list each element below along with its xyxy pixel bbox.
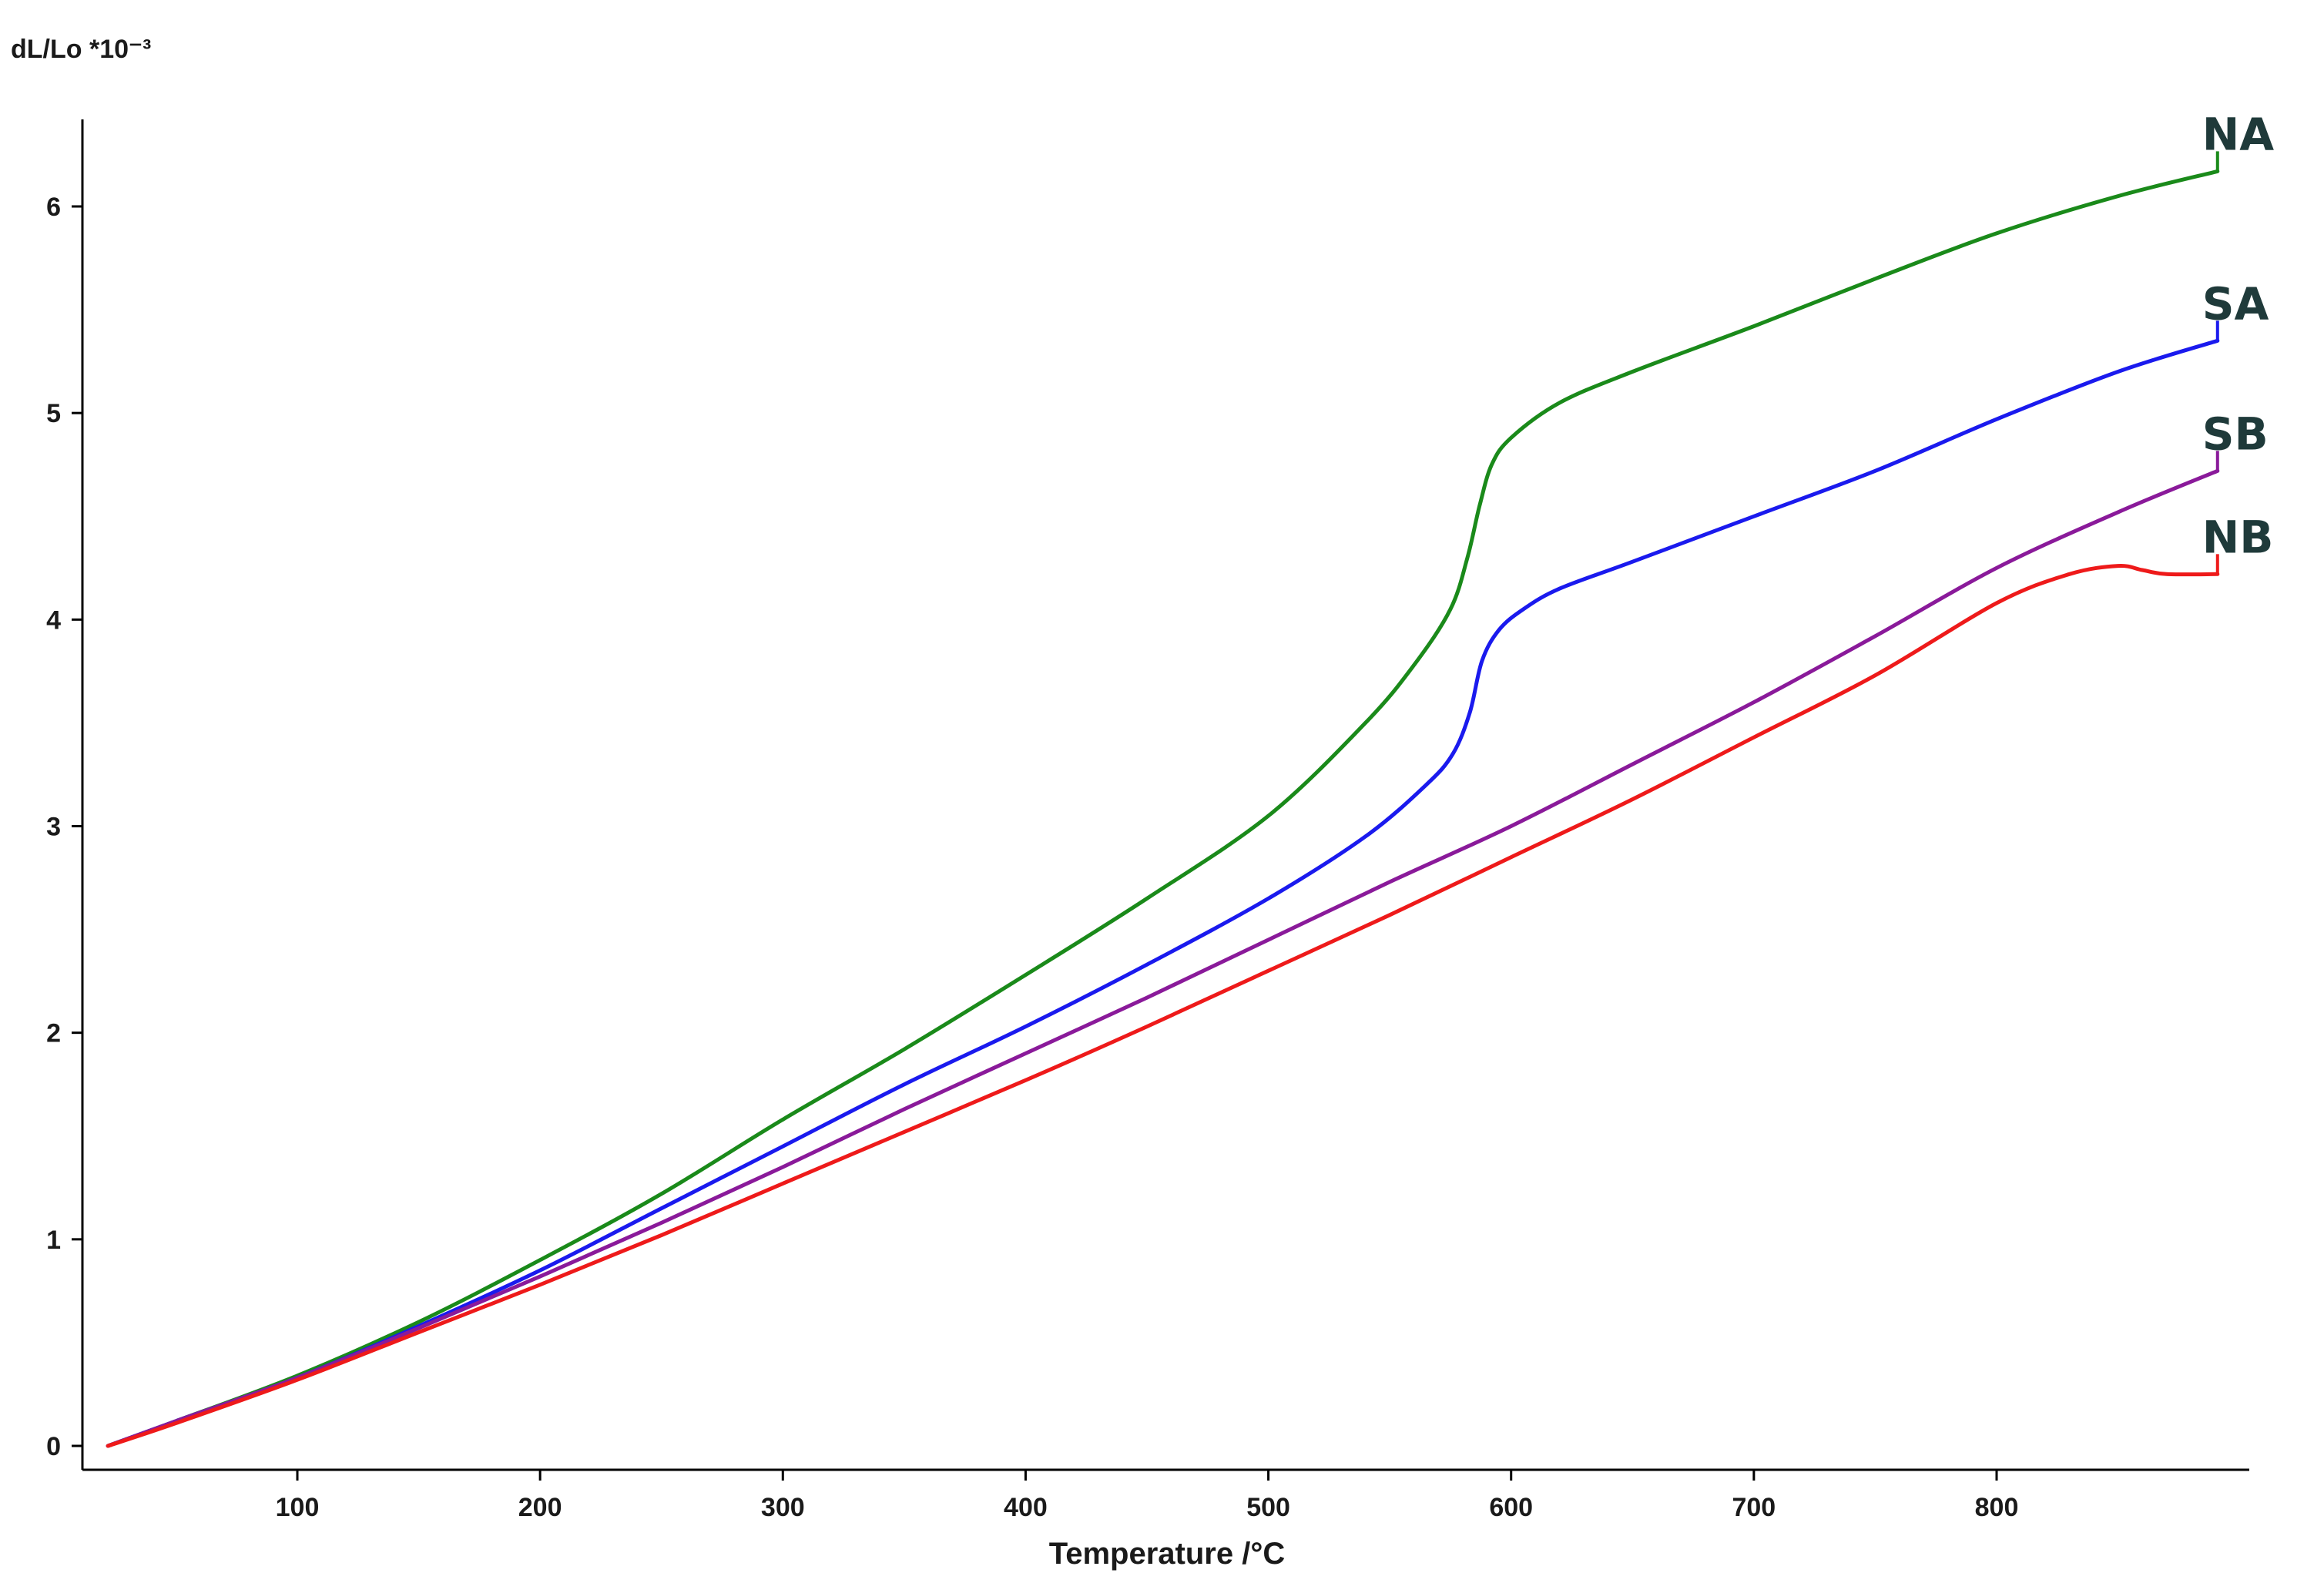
series-line-sa: [106, 338, 2220, 1448]
y-ticks: 0 1 2 3 4 5 6: [46, 193, 82, 1461]
y-tick-label: 2: [46, 1019, 61, 1048]
x-tick-label: 800: [1975, 1493, 2019, 1522]
y-tick-label: 3: [46, 813, 61, 842]
y-tick-label: 0: [46, 1432, 61, 1461]
x-tick-label: 200: [518, 1493, 562, 1522]
series-label-nb: NB: [2202, 511, 2274, 563]
x-tick-label: 100: [276, 1493, 320, 1522]
y-tick-label: 4: [46, 605, 61, 635]
y-tick-label: 5: [46, 399, 61, 428]
x-ticks: 100 200 300 400 500 600 700 800: [276, 1470, 2019, 1522]
series-line-nb: [106, 564, 2220, 1448]
series-label-sa: SA: [2202, 277, 2269, 330]
y-tick-label: 6: [46, 193, 61, 222]
series-layer: [106, 151, 2220, 1448]
x-tick-label: 300: [761, 1493, 805, 1522]
y-tick-label: 1: [46, 1226, 61, 1255]
x-tick-label: 600: [1489, 1493, 1533, 1522]
series-label-na: NA: [2202, 108, 2275, 160]
series-label-sb: SB: [2202, 408, 2269, 460]
x-axis-title: Temperature /°C: [1049, 1537, 1285, 1571]
series-line-na: [106, 169, 2220, 1448]
series-line-sb: [106, 468, 2220, 1448]
x-tick-label: 500: [1246, 1493, 1290, 1522]
x-tick-label: 400: [1004, 1493, 1048, 1522]
series-labels: NA SA SB NB: [2202, 108, 2275, 563]
y-axis-label: dL/Lo *10⁻³: [11, 35, 151, 64]
x-tick-label: 700: [1732, 1493, 1776, 1522]
